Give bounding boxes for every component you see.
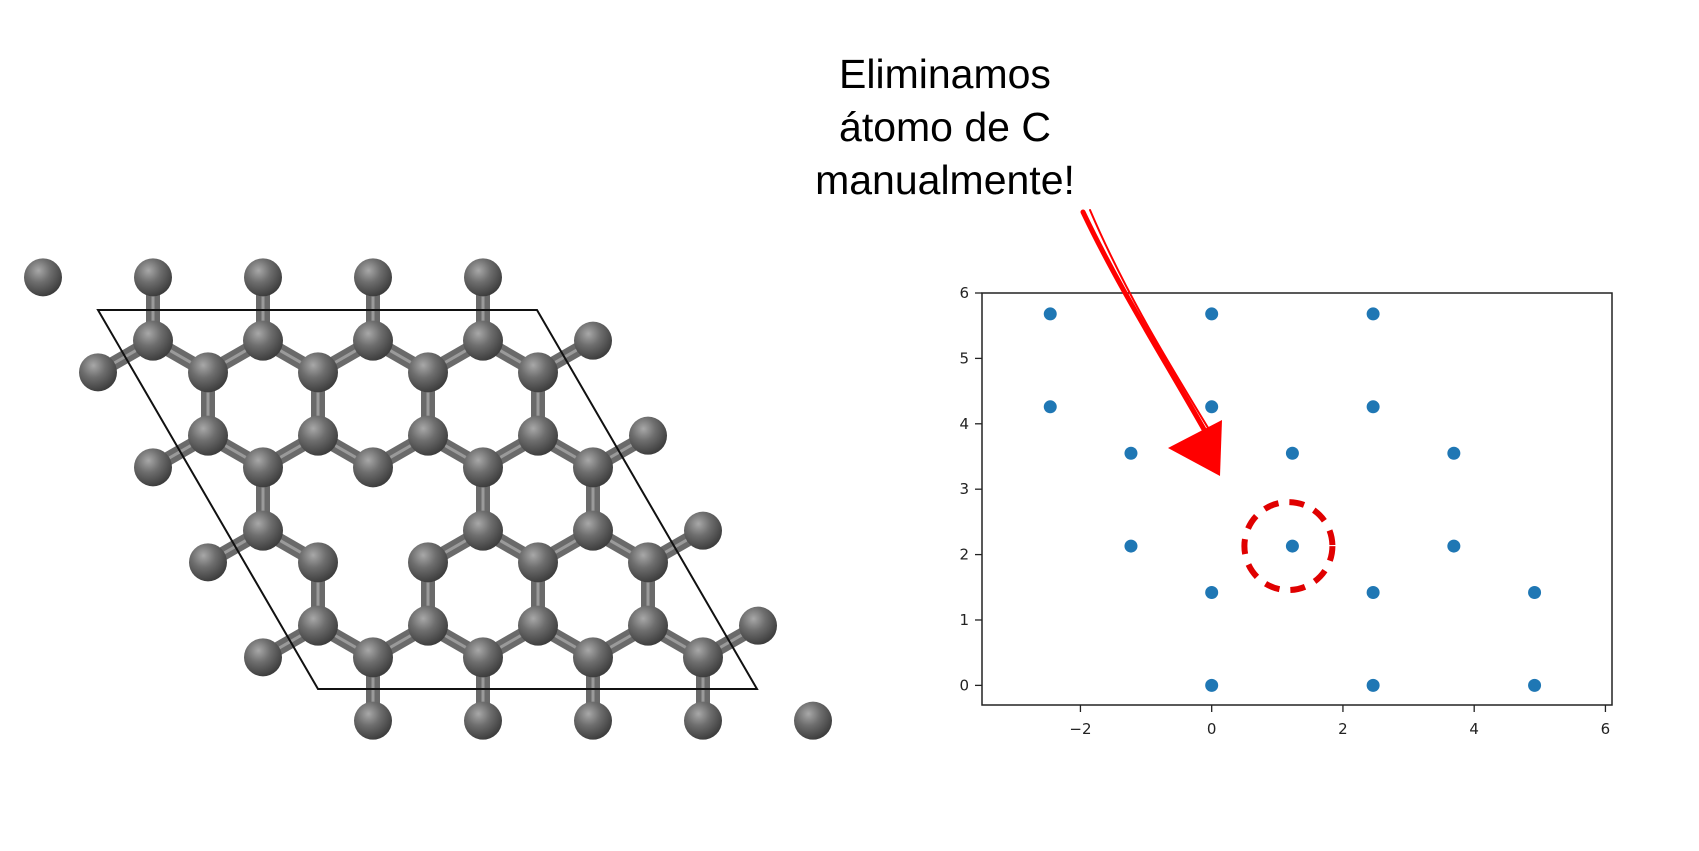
data-point [1124,539,1138,553]
carbon-atom [518,542,558,583]
data-point [1366,586,1380,600]
data-point [1205,678,1219,692]
y-tick-label: 5 [959,349,969,367]
removed-atom-highlight [1241,499,1336,594]
carbon-atom [463,637,503,678]
carbon-atom [573,447,613,488]
carbon-atom [739,606,777,645]
data-point [1205,400,1219,414]
y-tick-label: 2 [959,546,969,564]
carbon-atom [408,605,448,646]
carbon-atom [518,415,558,456]
annotation-line-2: átomo de C [839,104,1051,150]
carbon-atom [629,416,667,455]
carbon-atom [683,637,723,678]
carbon-atom [134,258,172,297]
data-point [1285,539,1299,553]
carbon-atom [463,447,503,488]
data-point [1366,400,1380,414]
carbon-atom [244,258,282,297]
carbon-atom [353,637,393,678]
y-tick-label: 6 [959,284,969,302]
data-point [1366,307,1380,321]
carbon-atom [243,510,283,551]
data-point [1043,307,1057,321]
carbon-atom [24,258,62,297]
data-point [1366,678,1380,692]
y-tick-label: 3 [959,480,969,498]
data-point [1043,400,1057,414]
atom-layer [24,258,832,740]
x-tick-label: 4 [1469,720,1479,738]
carbon-atom [243,320,283,361]
carbon-atom [79,353,117,392]
arrow-head [1168,420,1222,476]
carbon-atom [298,542,338,583]
y-tick-label: 1 [959,611,969,629]
carbon-atom [573,510,613,551]
x-tick-label: −2 [1069,720,1091,738]
carbon-atom [353,320,393,361]
carbon-atom [298,415,338,456]
carbon-atom [134,448,172,487]
carbon-atom [684,701,722,740]
unit-cell-outline [96,309,759,690]
data-point [1447,539,1461,553]
carbon-atom [133,320,173,361]
scatter-plot: −2 0 2 4 6 0 1 2 3 4 5 6 [959,284,1613,738]
carbon-atom [628,605,668,646]
carbon-atom [464,701,502,740]
carbon-atom [298,352,338,393]
carbon-atom [188,352,228,393]
x-tick-label: 6 [1601,720,1611,738]
carbon-atom [518,605,558,646]
data-point [1528,586,1542,600]
carbon-atom [298,605,338,646]
data-point [1528,678,1542,692]
carbon-atom [189,543,227,582]
carbon-atom [573,637,613,678]
annotation-line-1: Eliminamos [839,51,1051,97]
x-tick-label: 0 [1207,720,1217,738]
arrow-shaft-sketch [1089,209,1214,437]
data-point [1205,307,1219,321]
carbon-atom [574,321,612,360]
arrow-shaft [1080,209,1213,443]
carbon-atom [188,415,228,456]
carbon-atom [408,352,448,393]
x-tick-label: 2 [1338,720,1348,738]
carbon-atom [354,258,392,297]
carbon-atom [463,510,503,551]
annotation-text: Eliminamos átomo de C manualmente! [760,48,1130,207]
red-arrow [1080,209,1222,476]
axis-ticks: −2 0 2 4 6 0 1 2 3 4 5 6 [959,284,1610,738]
data-points [1043,307,1542,692]
bond-layer [91,270,765,728]
data-point [1205,586,1219,600]
y-tick-label: 4 [959,415,969,433]
data-point [1285,446,1299,460]
carbon-atom [628,542,668,583]
data-point [1447,446,1461,460]
carbon-atom [684,511,722,550]
carbon-atom [794,701,832,740]
carbon-atom [408,415,448,456]
graphene-structure-render [24,258,832,740]
carbon-atom [244,638,282,677]
carbon-atom [243,447,283,488]
data-point [1124,446,1138,460]
carbon-atom [463,320,503,361]
carbon-atom [464,258,502,297]
carbon-atom [354,701,392,740]
plot-frame [981,292,1613,706]
carbon-atom [574,701,612,740]
annotation-line-3: manualmente! [815,157,1075,203]
y-tick-label: 0 [959,676,969,694]
carbon-atom [353,447,393,488]
carbon-atom [408,542,448,583]
carbon-atom [518,352,558,393]
